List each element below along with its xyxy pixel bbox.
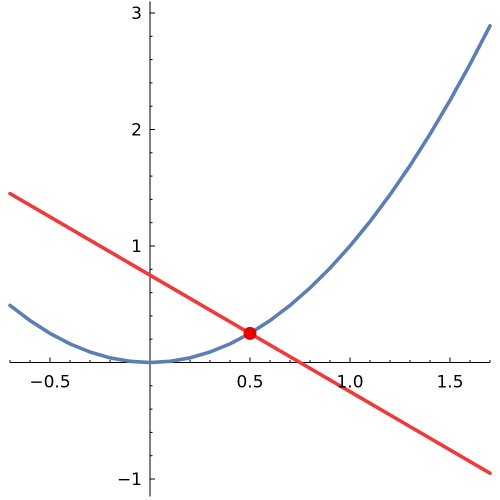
intersection-point — [243, 326, 257, 340]
axes — [9, 1, 491, 497]
points-layer — [243, 326, 257, 340]
y-tick-label: 2 — [131, 121, 142, 141]
x-tick-label: −0.5 — [29, 373, 70, 393]
y-tick-label: −1 — [117, 470, 142, 490]
y-tick-label: 3 — [131, 4, 142, 24]
x-tick-label: 0.5 — [236, 373, 263, 393]
series-layer — [8, 24, 492, 475]
x-tick-label: 1.5 — [436, 373, 463, 393]
parabola-curve — [8, 24, 492, 365]
x-tick-label: 1.0 — [336, 373, 363, 393]
tick-labels: −0.5 0.5 1.0 1.5 −1 1 2 3 — [29, 4, 463, 490]
y-tick-label: 1 — [131, 237, 142, 257]
